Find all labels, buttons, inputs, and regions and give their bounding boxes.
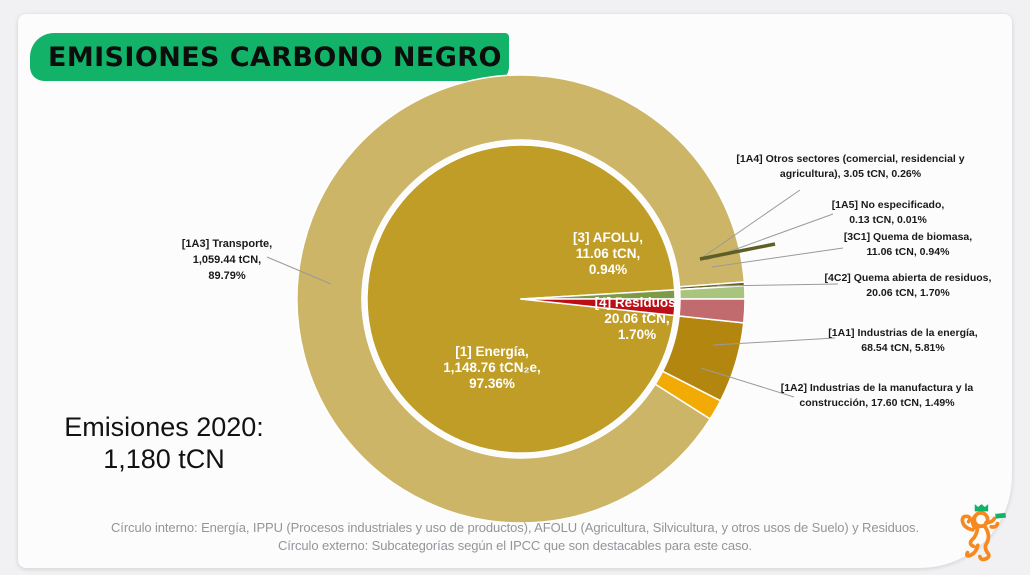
- label-residuos: [4] Residuos, 20.06 tCN, 1.70%: [594, 295, 680, 342]
- lion-mane: [970, 514, 977, 530]
- leader-line-3C1: [711, 247, 844, 268]
- leader-line-1A3: [266, 256, 332, 285]
- callout-3C1: [3C1] Quema de biomasa, 11.06 tCN, 0.94%: [843, 231, 973, 258]
- callout-1A2: [1A2] Industrias de la manufactura y la …: [780, 382, 974, 409]
- leader-line-1A2: [700, 367, 795, 398]
- label-transporte: [1A3] Transporte, 1,059.44 tCN, 89.79%: [181, 238, 273, 282]
- label-energia: [1] Energía, 1,148.76 tCN₂e, 97.36%: [443, 344, 541, 391]
- lion-front-leg-raised: [984, 516, 997, 525]
- lion-body-back: [978, 524, 991, 562]
- leader-line-1A4: [702, 189, 801, 258]
- lion-front-paw: [989, 521, 1000, 529]
- total-emissions-text: Emisiones 2020: 1,180 tCN: [64, 412, 264, 474]
- lion-tail: [960, 514, 975, 532]
- lion-logo: [960, 504, 1006, 562]
- lion-front-leg-down: [968, 524, 980, 549]
- footnote-text: Círculo interno: Energía, IPPU (Procesos…: [111, 520, 919, 553]
- page-title: EMISIONES CARBONO NEGRO: [48, 41, 502, 73]
- inner-pie-categories: [366, 144, 676, 454]
- callout-4C2: [4C2] Quema abierta de residuos, 20.06 t…: [824, 272, 992, 299]
- outer-ring-subcategories: [296, 74, 746, 524]
- slice-4: [520, 298, 676, 317]
- content-card: EMISIONES CARBONO NEGRO [3] AFOLU, 11.06…: [18, 14, 1012, 568]
- leader-line-4C2: [716, 283, 839, 287]
- lion-crown-icon: [974, 504, 989, 512]
- slice-1A4-spur: [699, 242, 776, 261]
- leader-line-1A1: [712, 337, 836, 346]
- lion-hind-leg: [965, 543, 980, 558]
- black-carbon-sunburst-chart: [266, 74, 844, 524]
- title-highlight: EMISIONES CARBONO NEGRO: [30, 33, 509, 81]
- lion-flag-icon: [995, 512, 1006, 519]
- callout-1A5: [1A5] No especificado, 0.13 tCN, 0.01%: [831, 199, 945, 226]
- ring-separator: [362, 140, 680, 458]
- label-afolu: [3] AFOLU, 11.06 tCN, 0.94%: [573, 230, 643, 277]
- leader-lines: [266, 189, 844, 398]
- callout-1A1: [1A1] Industrias de la energía, 68.54 tC…: [828, 327, 978, 354]
- callout-1A4: [1A4] Otros sectores (comercial, residen…: [736, 153, 965, 180]
